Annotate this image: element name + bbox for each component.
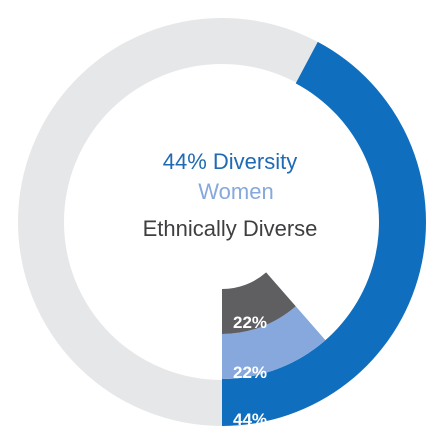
- value-label-ethnically-diverse: 22%: [233, 313, 267, 332]
- series-arcs: [222, 41, 426, 426]
- series-arc-diversity: [222, 41, 426, 426]
- center-label-women: Women: [198, 179, 273, 204]
- value-label-diversity: 44%: [233, 410, 267, 429]
- value-label-women: 22%: [233, 363, 267, 382]
- center-label-diversity: 44% Diversity: [163, 149, 297, 174]
- series-arc-ethnically-diverse: [222, 272, 296, 334]
- center-label-ethnically-diverse: Ethnically Diverse: [143, 216, 318, 241]
- value-labels: 44% 22% 22%: [233, 313, 267, 429]
- series-arc-women: [222, 306, 326, 379]
